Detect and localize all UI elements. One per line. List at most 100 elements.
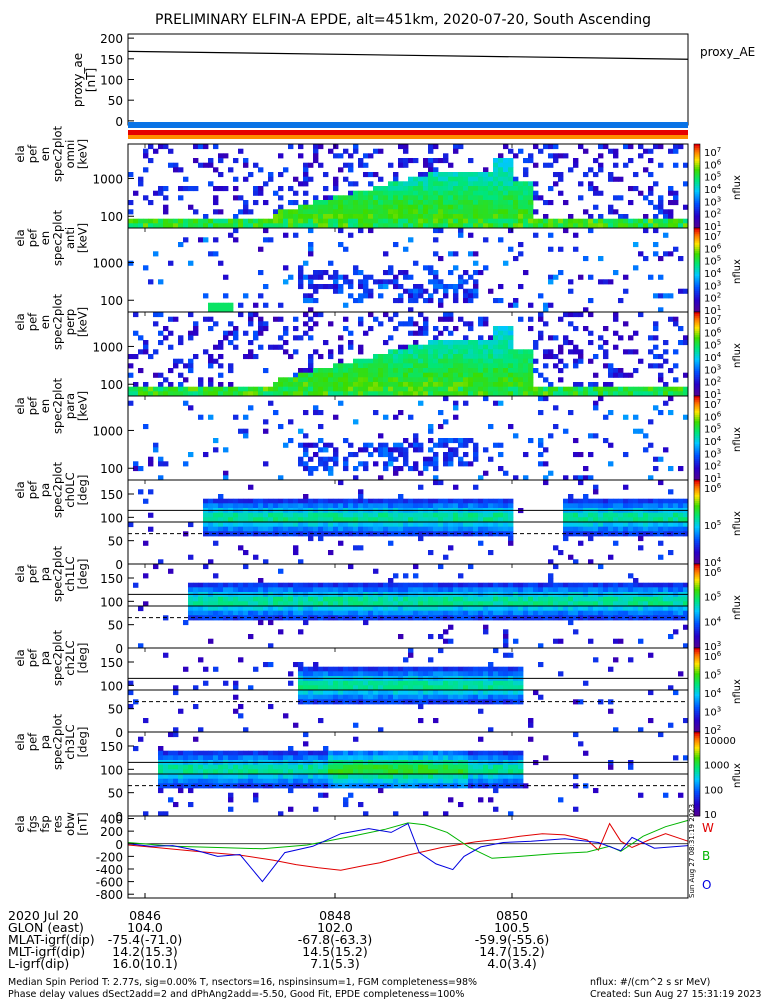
proxy-ae-ytick: 50	[108, 94, 123, 108]
epd-status-bar	[128, 130, 688, 135]
colorbar-tick: 104	[704, 615, 722, 628]
spectrogram-panel-5: elapefpaspec2plotch0LC[deg] nflux	[13, 461, 743, 565]
colorbar-8	[693, 731, 701, 817]
colorbar-tick: 104	[704, 687, 722, 700]
field-ytick: -600	[96, 876, 123, 890]
footer-note-phase: Phase delay values dSect2add=2 and dPhAn…	[8, 989, 464, 1000]
spec-ytick: 100	[100, 294, 123, 308]
footer-mlt-0848: 14.5(15.2)	[302, 944, 367, 959]
field-line-O	[127, 822, 689, 883]
footer-glon-label: GLON (east)	[8, 920, 84, 935]
fgm-status-bar	[128, 122, 688, 128]
field-ylabel: elafgsfspresobw[nT]	[13, 812, 90, 836]
colorbar-6	[693, 563, 701, 649]
colorbar-tick: 103	[704, 363, 721, 376]
field-line-W	[127, 822, 689, 871]
colorbar-tick: 100	[704, 785, 723, 796]
colorbar-tick: 103	[704, 640, 721, 653]
spec-ytick: 150	[100, 656, 123, 670]
footer-note-spin: Median Spin Period T: 2.77s, sig=0.00% T…	[8, 977, 477, 988]
footer-time-0846: 0846	[129, 908, 161, 923]
spec-ytick: 0	[115, 558, 123, 572]
footer-time-0848: 0848	[319, 908, 351, 923]
spec-ytick: 1000	[92, 172, 123, 186]
footer-time-0850: 0850	[496, 908, 528, 923]
colorbar-tick: 105	[704, 423, 721, 436]
field-ytick: 200	[100, 825, 123, 839]
footer-mlat-0850: -59.9(-55.6)	[475, 932, 549, 947]
spec-ylabel: elapefenspec2plotanti[keV]	[13, 209, 90, 266]
spec-ylabel: elapefpaspec2plotch3LC[deg]	[13, 713, 90, 770]
spec-ytick: 1000	[92, 340, 123, 354]
colorbar-tick: 10000	[704, 736, 736, 747]
creation-stamp: Sun Aug 27 08:31:19 2023	[688, 804, 696, 898]
plot-title: PRELIMINARY ELFIN-A EPDE, alt=451km, 202…	[155, 12, 651, 28]
spec-ytick: 100	[100, 763, 123, 777]
colorbar-tick: 103	[704, 706, 721, 719]
colorbar-tick: 105	[704, 255, 721, 268]
footer-l-0846: 16.0(10.1)	[112, 956, 177, 971]
colorbar-tick: 107	[704, 230, 721, 243]
footer-date: 2020 Jul 20	[8, 908, 79, 923]
spec-ytick: 150	[100, 572, 123, 586]
colorbar-tick: 105	[704, 669, 721, 682]
colorbar-label: nflux	[732, 343, 743, 368]
spec-ylabel: elapefpaspec2plotch1LC[deg]	[13, 545, 90, 602]
footer-mlt-0850: 14.7(15.2)	[479, 944, 544, 959]
colorbar-tick: 106	[704, 242, 722, 255]
spec-ylabel: elapefenspec2plotperp[keV]	[13, 293, 90, 350]
spec-ytick: 100	[100, 511, 123, 525]
colorbar-tick: 104	[704, 351, 722, 364]
colorbar-tick: 10	[704, 810, 717, 821]
colorbar-tick: 102	[704, 376, 721, 389]
proxy-ae-legend: proxy_AE	[700, 45, 755, 59]
colorbar-tick: 105	[704, 339, 721, 352]
field-ytick: -800	[96, 888, 123, 902]
spec-ylabel: elapefenspec2plotomni[keV]	[13, 125, 90, 182]
footer-mlat-0848: -67.8(-63.3)	[298, 932, 372, 947]
proxy-ae-ytick: 0	[115, 115, 123, 129]
spec-ylabel: elapefpaspec2plotch0LC[deg]	[13, 461, 90, 518]
spec-ytick: 100	[100, 210, 123, 224]
colorbar-tick: 106	[704, 158, 722, 171]
colorbar-label: nflux	[732, 595, 743, 620]
colorbar-label: nflux	[732, 511, 743, 536]
colorbar-tick: 107	[704, 314, 721, 327]
field-ytick: 0	[115, 838, 123, 852]
colorbar-label: nflux	[732, 175, 743, 200]
spec-ytick: 1000	[92, 256, 123, 270]
proxy-ae-ytick: 150	[100, 53, 123, 67]
colorbar-tick: 104	[704, 267, 722, 280]
footer-note-created: Created: Sun Aug 27 15:31:19 2023	[590, 989, 761, 1000]
spec-ytick: 100	[100, 462, 123, 476]
colorbar-tick: 103	[704, 195, 721, 208]
footer-mlat-label: MLAT-igrf(dip)	[8, 932, 95, 947]
footer-glon-0846: 104.0	[127, 920, 163, 935]
spec-ylabel: elapefpaspec2plotch2LC[deg]	[13, 629, 90, 686]
field-legend-B: B	[702, 849, 710, 863]
colorbar-tick: 105	[704, 519, 721, 532]
colorbar-7	[693, 647, 701, 733]
footer-mlt-label: MLT-igrf(dip)	[8, 944, 85, 959]
spec-ytick: 1000	[92, 424, 123, 438]
footer-mlat-0846: -75.4(-71.0)	[108, 932, 182, 947]
spec-ytick: 0	[115, 810, 123, 824]
spectrogram-panel-7: elapefpaspec2plotch2LC[deg] nflux	[13, 629, 743, 733]
footer-l-0848: 7.1(5.3)	[310, 956, 360, 971]
colorbar-tick: 102	[704, 460, 721, 473]
spec-ytick: 150	[100, 740, 123, 754]
spec-ytick: 150	[100, 488, 123, 502]
colorbar-label: nflux	[732, 679, 743, 704]
colorbar-tick: 105	[704, 171, 721, 184]
footer-l-0850: 4.0(3.4)	[487, 956, 537, 971]
magnetic-field-panel: elafgsfspresobw[nT]	[13, 812, 689, 899]
colorbar-tick: 104	[704, 556, 722, 569]
colorbar-tick: 102	[704, 724, 721, 737]
colorbar-tick: 103	[704, 447, 721, 460]
colorbar-tick: 102	[704, 208, 721, 221]
spectrogram-panel-3: elapefenspec2plotperp[keV] nflux	[13, 293, 743, 397]
colorbar-tick: 101	[704, 388, 721, 401]
spectrogram-panel-6: elapefpaspec2plotch1LC[deg] nflux	[13, 545, 743, 649]
colorbar-tick: 106	[704, 326, 722, 339]
